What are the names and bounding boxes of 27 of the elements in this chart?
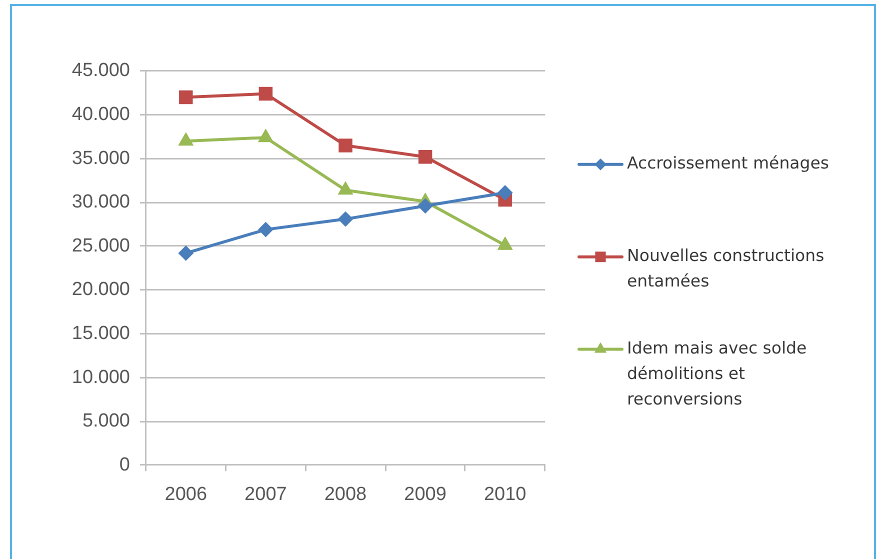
y-tick-label: 0: [119, 454, 130, 476]
x-tick-label: 2008: [324, 484, 367, 505]
legend-label: Accroissement ménages: [627, 154, 829, 173]
point: [418, 198, 433, 214]
y-tick-label: 45.000: [72, 60, 130, 82]
x-tick-label: 2010: [484, 484, 526, 505]
point: [418, 150, 432, 164]
legend-label: Nouvelles constructions entamées: [627, 246, 824, 291]
x-tick-label: 2009: [404, 484, 446, 505]
point: [498, 185, 513, 200]
point: [178, 246, 194, 261]
y-tick-label: 40.000: [72, 104, 130, 126]
point: [258, 86, 273, 101]
point: [258, 222, 274, 238]
x-tick-label: 2007: [244, 484, 287, 505]
x-tick-label: 2006: [164, 484, 208, 505]
y-tick-label: 35.000: [72, 148, 130, 169]
y-tick-label: 20.000: [72, 279, 130, 300]
y-tick-label: 10.000: [72, 366, 130, 388]
point: [338, 138, 352, 152]
point: [179, 90, 193, 104]
y-tick-label: 5.000: [82, 410, 130, 432]
y-tick-label: 15.000: [72, 323, 130, 344]
point: [338, 212, 353, 227]
y-tick-label: 30.000: [72, 192, 130, 213]
y-tick-label: 25.000: [72, 235, 130, 256]
legend-label: Idem mais avec solde démolitions et reconversions: [627, 338, 807, 409]
